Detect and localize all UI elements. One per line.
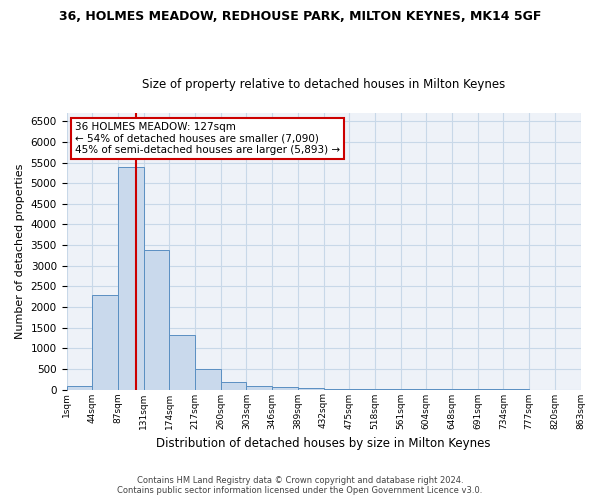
X-axis label: Distribution of detached houses by size in Milton Keynes: Distribution of detached houses by size … bbox=[156, 437, 491, 450]
Bar bbox=[247, 386, 272, 390]
Text: 36, HOLMES MEADOW, REDHOUSE PARK, MILTON KEYNES, MK14 5GF: 36, HOLMES MEADOW, REDHOUSE PARK, MILTON… bbox=[59, 10, 541, 23]
Text: 36 HOLMES MEADOW: 127sqm
← 54% of detached houses are smaller (7,090)
45% of sem: 36 HOLMES MEADOW: 127sqm ← 54% of detach… bbox=[75, 122, 340, 156]
Bar bbox=[298, 388, 323, 390]
Text: Contains HM Land Registry data © Crown copyright and database right 2024.
Contai: Contains HM Land Registry data © Crown c… bbox=[118, 476, 482, 495]
Bar bbox=[143, 250, 169, 390]
Title: Size of property relative to detached houses in Milton Keynes: Size of property relative to detached ho… bbox=[142, 78, 505, 91]
Bar bbox=[92, 294, 118, 390]
Bar bbox=[195, 370, 221, 390]
Bar bbox=[323, 388, 349, 390]
Bar bbox=[118, 166, 143, 390]
Bar bbox=[221, 382, 247, 390]
Bar bbox=[67, 386, 92, 390]
Y-axis label: Number of detached properties: Number of detached properties bbox=[15, 164, 25, 339]
Bar bbox=[169, 335, 195, 390]
Bar bbox=[272, 388, 298, 390]
